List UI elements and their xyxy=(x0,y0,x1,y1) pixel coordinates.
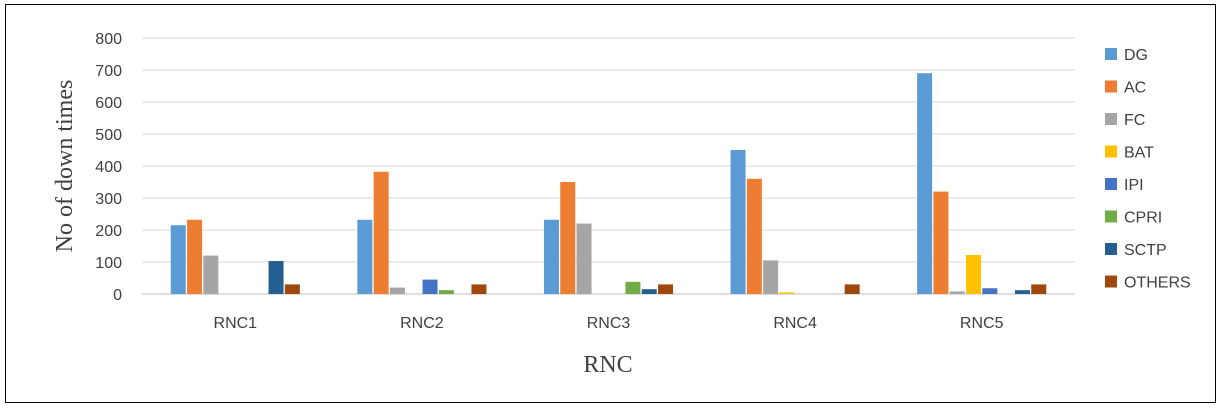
y-tick-label: 800 xyxy=(95,31,122,48)
legend-label: OTHERS xyxy=(1124,275,1191,292)
bar-ac-rnc3 xyxy=(560,182,576,294)
bar-ac-rnc4 xyxy=(746,178,762,294)
y-axis-ticks: 0 100 200 300 400 500 600 700 800 xyxy=(95,31,122,304)
bar-others-rnc2 xyxy=(471,284,487,294)
bar-cpri-rnc3 xyxy=(625,281,641,294)
bar-fc-rnc2 xyxy=(389,287,405,294)
y-tick-label: 400 xyxy=(95,159,122,176)
bar-fc-rnc1 xyxy=(203,255,219,294)
bar-sctp-rnc1 xyxy=(268,261,284,294)
bar-others-rnc4 xyxy=(844,284,860,294)
legend-swatch xyxy=(1105,48,1117,60)
bar-ac-rnc2 xyxy=(373,171,389,294)
legend-swatch xyxy=(1105,145,1117,158)
legend-label: IPI xyxy=(1124,177,1144,194)
bar-bat-rnc4 xyxy=(779,292,795,294)
bar-dg-rnc3 xyxy=(543,219,559,294)
x-axis-ticks: RNC1 RNC2 RNC3 RNC4 RNC5 xyxy=(214,315,1004,332)
bar-dg-rnc1 xyxy=(170,225,186,294)
bar-sctp-rnc3 xyxy=(641,289,657,294)
x-tick-label: RNC3 xyxy=(587,315,631,332)
legend-label: CPRI xyxy=(1124,210,1162,227)
legend-label: SCTP xyxy=(1124,242,1167,259)
y-tick-label: 600 xyxy=(95,95,122,112)
bar-ipi-rnc2 xyxy=(422,279,438,294)
legend: DG AC FC BAT IPI CPRI SCTP OTHERS xyxy=(1105,47,1191,292)
bar-fc-rnc4 xyxy=(763,260,779,294)
bar-cpri-rnc2 xyxy=(438,290,454,294)
bar-others-rnc3 xyxy=(658,284,674,294)
legend-swatch xyxy=(1105,113,1117,125)
bar-dg-rnc5 xyxy=(917,73,933,294)
x-tick-label: RNC5 xyxy=(960,315,1004,332)
legend-label: FC xyxy=(1124,112,1145,129)
bar-ac-rnc5 xyxy=(933,191,949,294)
legend-swatch xyxy=(1105,275,1117,288)
legend-swatch xyxy=(1105,243,1117,255)
x-tick-label: RNC4 xyxy=(773,315,817,332)
bar-sctp-rnc5 xyxy=(1014,290,1030,294)
y-axis-title: No of down times xyxy=(52,80,78,253)
legend-swatch xyxy=(1105,80,1117,93)
bar-ipi-rnc5 xyxy=(982,288,998,294)
legend-swatch xyxy=(1105,210,1117,223)
bar-dg-rnc4 xyxy=(730,150,746,294)
y-tick-label: 700 xyxy=(95,63,122,80)
bars xyxy=(170,73,1047,294)
y-tick-label: 100 xyxy=(95,255,122,272)
bar-ac-rnc1 xyxy=(187,219,203,294)
legend-swatch xyxy=(1105,178,1117,190)
legend-label: BAT xyxy=(1124,145,1154,162)
bar-dg-rnc2 xyxy=(357,219,373,294)
x-tick-label: RNC2 xyxy=(400,315,444,332)
bar-others-rnc1 xyxy=(284,284,300,294)
bar-bat-rnc5 xyxy=(966,254,982,294)
x-tick-label: RNC1 xyxy=(214,315,258,332)
legend-label: DG xyxy=(1124,47,1148,64)
bar-others-rnc5 xyxy=(1031,284,1047,294)
legend-label: AC xyxy=(1124,80,1146,97)
y-tick-label: 0 xyxy=(113,287,122,304)
y-tick-label: 300 xyxy=(95,191,122,208)
x-axis-title: RNC xyxy=(583,352,632,378)
y-tick-label: 500 xyxy=(95,127,122,144)
y-tick-label: 200 xyxy=(95,223,122,240)
bar-fc-rnc3 xyxy=(576,223,592,294)
bar-fc-rnc5 xyxy=(949,291,965,294)
